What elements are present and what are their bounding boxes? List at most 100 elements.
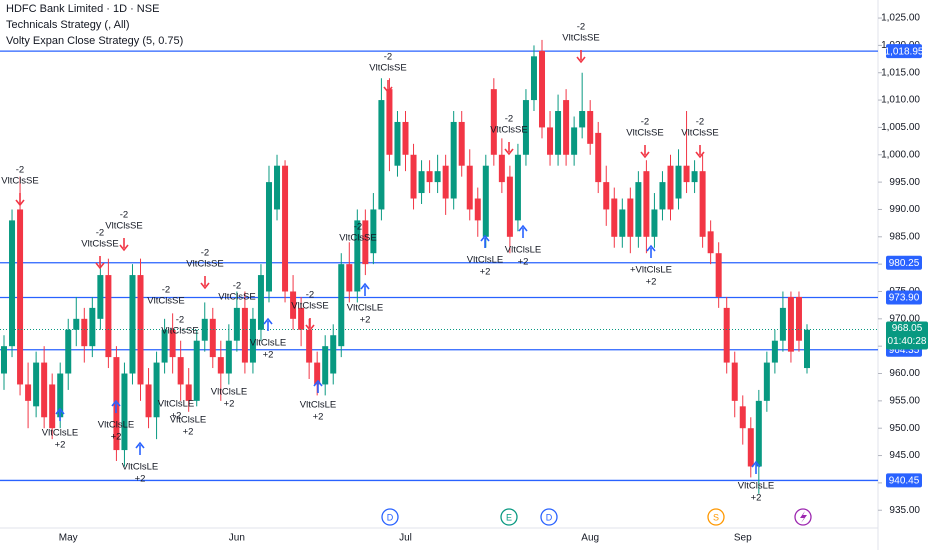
candle-body xyxy=(274,165,281,210)
candle-body xyxy=(530,56,537,101)
candle-body xyxy=(450,121,457,199)
candle-body xyxy=(474,198,481,221)
candle-body xyxy=(771,340,778,363)
signal-qty: +2 xyxy=(55,440,66,451)
signal-label: VltClsSE xyxy=(218,292,255,303)
candle-body xyxy=(338,264,345,347)
event-letter: S xyxy=(713,512,719,522)
signal-label: VltClsLE xyxy=(42,428,78,439)
signal-label: VltClsLE xyxy=(467,255,503,266)
level-label-box xyxy=(886,290,922,305)
level-label: 964.35 xyxy=(889,345,920,356)
candle-body xyxy=(193,340,200,401)
candle-body xyxy=(691,171,698,183)
candle-body xyxy=(747,428,754,467)
signal-qty: -2 xyxy=(120,210,128,221)
signal-arrow-head xyxy=(263,317,273,325)
candle-body xyxy=(330,335,337,374)
signal-qty: -2 xyxy=(641,117,649,128)
signal-arrow-head xyxy=(360,282,370,290)
x-tick-label: Aug xyxy=(581,533,599,544)
candle-body xyxy=(233,307,240,341)
signal-qty: +2 xyxy=(224,399,235,410)
candle-body xyxy=(739,406,746,429)
candle-body xyxy=(137,275,144,385)
candle-body xyxy=(177,357,184,385)
candle-body xyxy=(65,329,72,374)
candle-body xyxy=(627,198,634,237)
candle-body xyxy=(539,50,546,128)
signal-qty: +2 xyxy=(751,493,762,504)
candle-body xyxy=(723,307,730,363)
signal-label: VltClsLE xyxy=(505,245,541,256)
candle-body xyxy=(1,346,7,374)
candle-body xyxy=(41,362,48,418)
signal-label: VltClsSE xyxy=(161,326,198,337)
candle-body xyxy=(298,307,305,330)
level-label-box xyxy=(886,473,922,488)
level-label: 980.25 xyxy=(889,258,920,269)
signal-qty: +2 xyxy=(360,315,371,326)
candle-body xyxy=(426,171,433,183)
signal-label: VltClsLE xyxy=(211,387,247,398)
signal-qty: +2 xyxy=(480,267,491,278)
candle-body xyxy=(804,329,810,369)
signal-label: VltClsLE xyxy=(347,303,383,314)
signal-qty: -2 xyxy=(354,222,362,233)
x-tick-label: May xyxy=(59,533,78,544)
signal-label: VltClsLE xyxy=(98,420,134,431)
signal-qty: -2 xyxy=(162,285,170,296)
y-tick-label: 1,025.00 xyxy=(881,13,920,24)
candle-body xyxy=(282,165,289,292)
signal-arrow-head xyxy=(135,441,145,449)
signal-label: VltClsSE xyxy=(562,33,599,44)
signal-qty: -2 xyxy=(96,228,104,239)
candle-body xyxy=(378,100,385,210)
candle-body xyxy=(587,111,594,144)
y-tick-label: 1,010.00 xyxy=(881,95,920,106)
candle-body xyxy=(57,373,64,418)
candle-body xyxy=(410,154,417,199)
candle-body xyxy=(490,89,497,155)
chart-title: HDFC Bank Limited · 1D · NSE xyxy=(6,3,159,15)
candle-body xyxy=(522,100,529,155)
signal-label: +VltClsLE xyxy=(630,265,672,276)
candle-body xyxy=(73,318,80,330)
signal-label: VltClsSE xyxy=(291,301,328,312)
candle-body xyxy=(17,209,24,385)
candle-body xyxy=(667,165,674,210)
lightning-icon xyxy=(800,511,807,523)
signal-arrow-head xyxy=(640,151,650,159)
signal-arrow-head xyxy=(383,86,393,94)
signal-qty: +2 xyxy=(313,412,324,423)
signal-qty: +2 xyxy=(135,474,146,485)
y-tick-label: 960.00 xyxy=(889,368,920,379)
candle-body xyxy=(129,275,136,374)
candle-body xyxy=(121,373,128,451)
y-tick-label: 950.00 xyxy=(889,423,920,434)
signal-arrow-head xyxy=(576,56,586,64)
candle-body xyxy=(49,384,56,429)
candle-body xyxy=(603,182,610,210)
candle-body xyxy=(707,231,714,254)
signal-label: VltClsLE xyxy=(738,481,774,492)
candle-body xyxy=(442,165,449,199)
signal-arrow-head xyxy=(200,282,210,290)
signal-label: VltClsSE xyxy=(1,176,38,187)
candle-body xyxy=(611,198,618,237)
signal-label: VltClsLE xyxy=(250,338,286,349)
candle-body xyxy=(161,329,168,363)
signal-arrow-head xyxy=(111,399,121,407)
candle-body xyxy=(635,182,642,237)
y-tick-label: 985.00 xyxy=(889,231,920,242)
last-price-label: 968.05 xyxy=(892,323,923,334)
candle-body xyxy=(643,171,650,237)
signal-label: VltClsSE xyxy=(339,233,376,244)
candle-body xyxy=(402,121,409,155)
x-tick-label: Jun xyxy=(229,533,245,544)
signal-label: VltClsSE xyxy=(490,125,527,136)
x-tick-label: Sep xyxy=(734,533,752,544)
candle-body xyxy=(97,275,104,319)
candle-body xyxy=(306,329,313,363)
y-tick-label: 955.00 xyxy=(889,396,920,407)
